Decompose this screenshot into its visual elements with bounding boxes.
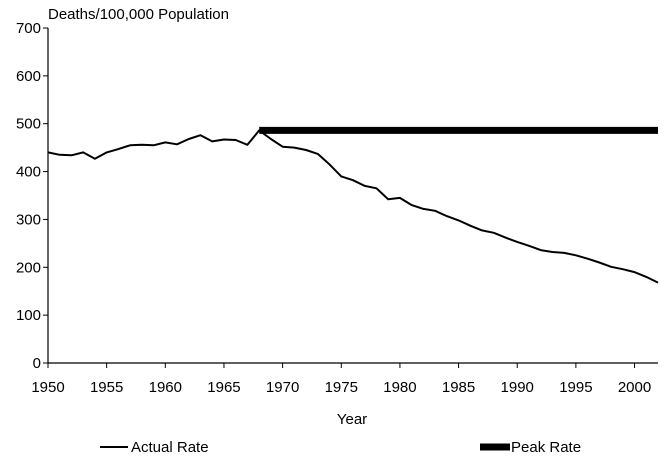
- x-tick-label: 1990: [501, 379, 534, 396]
- y-tick-label: 500: [16, 116, 41, 133]
- y-tick-label: 400: [16, 164, 41, 181]
- y-tick-label: 0: [33, 355, 41, 372]
- x-tick-label: 1975: [325, 379, 358, 396]
- y-ticks: 0 100 200 300 400 500 600 700: [16, 20, 48, 372]
- legend-label: Peak Rate: [511, 439, 581, 456]
- axes: [47, 28, 658, 364]
- x-axis-title: Year: [337, 411, 367, 428]
- legend-label: Actual Rate: [131, 439, 209, 456]
- y-axis-title: Deaths/100,000 Population: [48, 6, 229, 23]
- x-tick-label: 1995: [559, 379, 592, 396]
- y-tick-label: 100: [16, 307, 41, 324]
- x-tick-label: 1950: [31, 379, 64, 396]
- legend: Actual Rate Peak Rate: [100, 439, 581, 456]
- x-tick-label: 1965: [207, 379, 240, 396]
- series-line-actual-rate: [47, 129, 659, 284]
- x-tick-label: 1970: [266, 379, 299, 396]
- x-tick-label: 1955: [90, 379, 123, 396]
- y-tick-label: 200: [16, 259, 41, 276]
- x-ticks: 1950 1955 1960 1965 1970 1975 1980 1985 1990 1995…: [31, 363, 651, 396]
- x-tick-label: 1985: [442, 379, 475, 396]
- y-tick-label: 300: [16, 211, 41, 228]
- x-tick-label: 1980: [383, 379, 416, 396]
- y-tick-label: 600: [16, 68, 41, 85]
- x-tick-label: 2000: [618, 379, 651, 396]
- series-group: [47, 126, 659, 284]
- y-tick-label: 700: [16, 20, 41, 37]
- x-tick-label: 1960: [149, 379, 182, 396]
